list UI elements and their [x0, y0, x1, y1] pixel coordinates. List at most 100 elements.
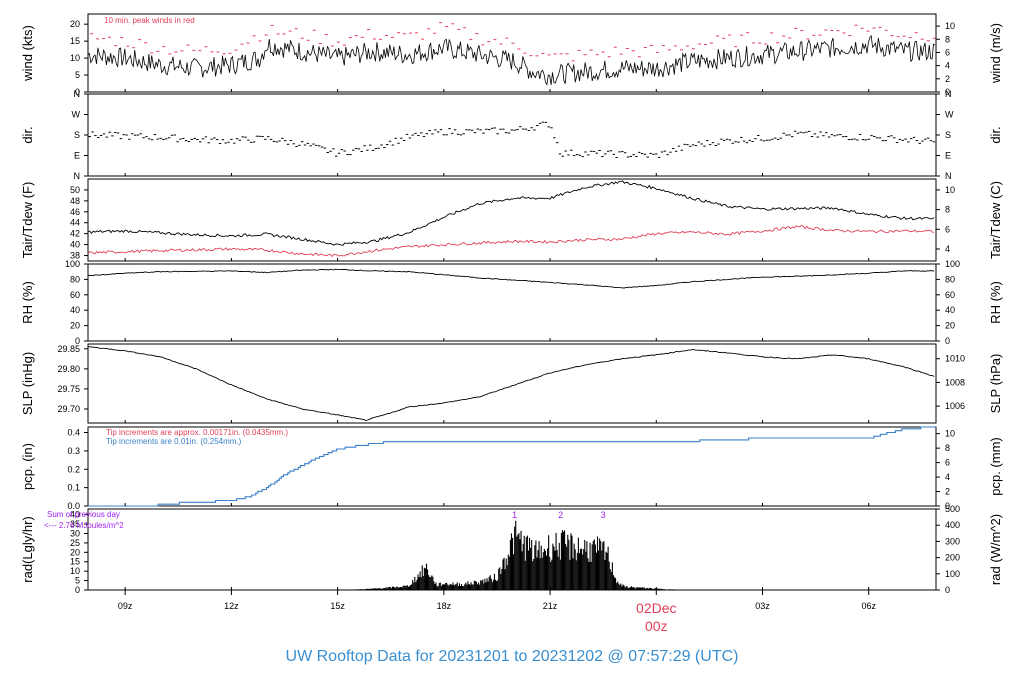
pcp-annotation-blue: Tip increments are 0.01in. (0.254mm.) [106, 437, 242, 446]
slp-panel-frame [87, 343, 937, 424]
rh-ylabel: RH (%) [20, 281, 35, 324]
temp-ylabel-right: Tair/Tdew (C) [988, 181, 1003, 259]
dir-ylabel-right: dir. [988, 126, 1003, 143]
time-tick-label: 18z [437, 601, 452, 611]
rad-ytick-label: 40 [70, 510, 80, 520]
slp-ylabel-right: SLP (hPa) [988, 354, 1003, 414]
dir-ytick-label-right: W [945, 110, 954, 120]
dir-ytick-label: N [74, 89, 81, 99]
time-tick-label: 21z [543, 601, 558, 611]
wind-ytick-label: 10 [70, 53, 80, 63]
wind-ytick-label-right: 0 [945, 87, 950, 97]
slp-ytick-label: 29.85 [57, 344, 80, 354]
temp-ytick-label-right: 8 [945, 205, 950, 215]
rad-ytick-label: 30 [70, 528, 80, 538]
temp-ytick-label-right: 6 [945, 224, 950, 234]
rh-ytick-label-right: 80 [945, 274, 955, 284]
rad-ytick-label: 15 [70, 557, 80, 567]
rad-ytick-label: 0 [75, 585, 80, 595]
wind-panel-frame [87, 13, 937, 93]
time-tick-label: 15z [330, 601, 345, 611]
pcp-ytick-label: 0.0 [67, 501, 80, 511]
slp-ytick-label: 29.75 [57, 384, 80, 394]
rad-ytick-label-right: 200 [945, 553, 960, 563]
slp-ytick-label: 29.70 [57, 404, 80, 414]
rad-ytick-label-right: 0 [945, 585, 950, 595]
dir-ytick-label: E [74, 151, 80, 161]
temp-panel-frame [87, 178, 937, 262]
pcp-ytick-label: 0.4 [67, 428, 80, 438]
temp-ytick-label: 48 [70, 196, 80, 206]
rad-ytick-label-right: 400 [945, 520, 960, 530]
time-tick-label: 09z [118, 601, 133, 611]
pcp-ylabel: pcp. (in) [20, 443, 35, 490]
rad-ylabel-right: rad (W/m^2) [988, 514, 1003, 585]
time-tick-label: 03z [755, 601, 770, 611]
slp-ytick-label-right: 1010 [945, 354, 965, 364]
pcp-ytick-label: 0.2 [67, 464, 80, 474]
wind-ytick-label-right: 10 [945, 21, 955, 31]
rad-ylabel: rad(Lgly/hr) [20, 516, 35, 582]
pcp-ytick-label-right: 6 [945, 458, 950, 468]
rh-ytick-label: 80 [70, 274, 80, 284]
pcp-line [88, 426, 936, 507]
temp-ytick-label-right: 10 [945, 185, 955, 195]
dir-panel-frame [87, 93, 937, 177]
rh-panel-frame [87, 263, 937, 342]
rad-ytick-label-right: 100 [945, 569, 960, 579]
wind-ytick-label-right: 8 [945, 34, 950, 44]
dir-ytick-label-right: E [945, 151, 951, 161]
dir-ytick-label: N [74, 171, 81, 181]
rh-line [87, 268, 935, 289]
rad-ytick-label-right: 300 [945, 536, 960, 546]
temp-ytick-label: 44 [70, 218, 80, 228]
pcp-ytick-label-right: 0 [945, 501, 950, 511]
rh-ytick-label: 100 [65, 259, 80, 269]
rad-marker: 3 [601, 510, 606, 520]
dir-ytick-label-right: N [945, 89, 952, 99]
wind-ytick-label-right: 6 [945, 47, 950, 57]
slp-ytick-label: 29.80 [57, 364, 80, 374]
rad-prev-day-value: <--- 2.76 MJoules/m^2 [44, 521, 124, 530]
tdew-line [87, 225, 935, 258]
slp-line [87, 346, 935, 421]
rh-ytick-label-right: 20 [945, 321, 955, 331]
rh-ytick-label: 0 [75, 336, 80, 346]
wind-annotation: 10 min. peak winds in red [104, 16, 195, 25]
pcp-ytick-label-right: 10 [945, 429, 955, 439]
date-label-time: 00z [645, 618, 668, 634]
rad-ytick-label: 25 [70, 538, 80, 548]
pcp-ytick-label-right: 2 [945, 487, 950, 497]
slp-ytick-label-right: 1006 [945, 401, 965, 411]
wind-line [87, 34, 936, 86]
temp-ytick-label-right: 4 [945, 244, 950, 254]
rh-ytick-label-right: 40 [945, 305, 955, 315]
tair-line [87, 180, 935, 246]
rh-ytick-label: 40 [70, 305, 80, 315]
dir-ytick-label: S [74, 130, 80, 140]
rh-ytick-label-right: 100 [945, 259, 960, 269]
time-tick-label: 12z [224, 601, 239, 611]
temp-ytick-label: 38 [70, 251, 80, 261]
rad-ytick-label: 5 [75, 576, 80, 586]
rad-ytick-label: 10 [70, 566, 80, 576]
slp-ylabel: SLP (inHg) [20, 352, 35, 415]
wind-ylabel-right: wind (m/s) [988, 23, 1003, 84]
pcp-annotation-red: Tip increments are approx. 0.00171in. (0… [106, 428, 288, 437]
date-label: 02Dec [636, 600, 676, 616]
wind-ytick-label: 15 [70, 36, 80, 46]
pcp-panel-frame [87, 426, 937, 507]
wind-ytick-label: 20 [70, 19, 80, 29]
wind-ytick-label-right: 4 [945, 61, 950, 71]
rh-ytick-label-right: 0 [945, 336, 950, 346]
rad-marker: 2 [558, 510, 563, 520]
dir-ytick-label: W [72, 110, 81, 120]
rad-marker: 1 [512, 510, 517, 520]
slp-ytick-label-right: 1008 [945, 377, 965, 387]
rad-ytick-label: 20 [70, 547, 80, 557]
dir-ylabel: dir. [20, 126, 35, 143]
temp-ytick-label: 40 [70, 240, 80, 250]
rh-ytick-label-right: 60 [945, 290, 955, 300]
dir-ytick-label-right: S [945, 130, 951, 140]
wind-ytick-label: 0 [75, 87, 80, 97]
